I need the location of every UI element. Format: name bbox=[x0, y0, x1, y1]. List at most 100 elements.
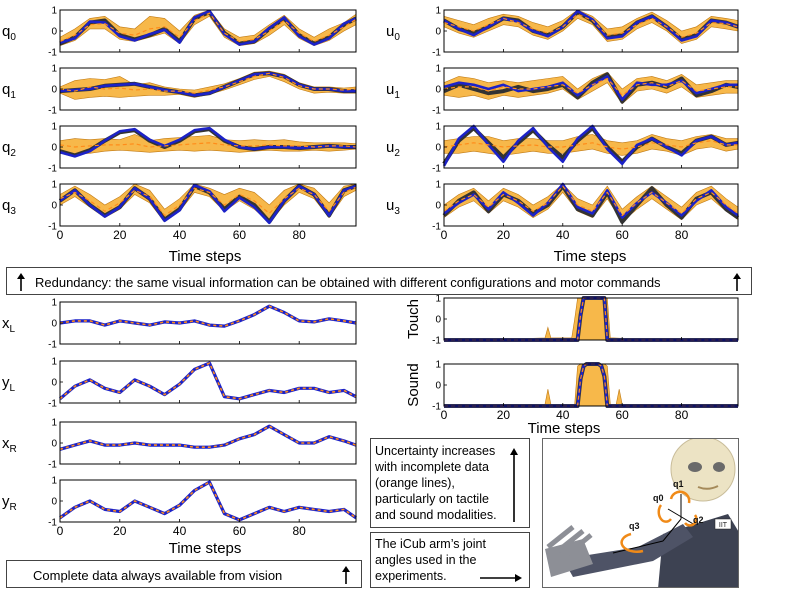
redundancy-banner: Redundancy: the same visual information … bbox=[6, 267, 752, 295]
ytick-label: 1 bbox=[435, 360, 441, 371]
ground-truth-line bbox=[58, 361, 357, 401]
joint-q2-arc bbox=[684, 514, 698, 527]
ylabel-u0: u0 bbox=[386, 23, 400, 43]
mean-line bbox=[443, 140, 738, 150]
chart-panel-u0: -1 0 1 u0 bbox=[386, 6, 739, 59]
joint-axis bbox=[612, 540, 664, 554]
joint-axis bbox=[667, 508, 696, 526]
uncertainty-band bbox=[443, 297, 739, 341]
icub-robot-image: IIT q0 q1 q2 q3 bbox=[542, 438, 739, 588]
robot-hand bbox=[545, 539, 593, 577]
ylabel-u2: u2 bbox=[386, 139, 400, 159]
ylabel-sound: Sound bbox=[405, 363, 422, 406]
chart-panel-Touch: -1 0 1 Touch bbox=[405, 294, 739, 347]
xtick-label: 80 bbox=[293, 228, 307, 242]
ylabel-xR: xR bbox=[2, 435, 17, 455]
xtick-label: 60 bbox=[233, 228, 247, 242]
xtick-label: 0 bbox=[441, 228, 448, 242]
xtick-label: 60 bbox=[616, 228, 630, 242]
ylabel-u1: u1 bbox=[386, 81, 400, 101]
robot-label-q2: q2 bbox=[693, 515, 704, 525]
reconstruction-line bbox=[443, 9, 739, 42]
mean-line bbox=[59, 362, 357, 400]
robot-label-q3: q3 bbox=[629, 521, 640, 531]
mean-line bbox=[59, 425, 357, 451]
joint-angles-note: The iCub arm’s joint angles used in the … bbox=[370, 532, 530, 588]
up-arrow-icon bbox=[733, 273, 741, 291]
uncertainty-note: Uncertainty increases with incomplete da… bbox=[370, 438, 530, 528]
chart-panel-u2: -1 0 1 u2 bbox=[386, 122, 739, 175]
xtick-label: 20 bbox=[113, 524, 127, 538]
xtick-label: 20 bbox=[497, 408, 511, 422]
ytick-label: 0 bbox=[51, 201, 57, 212]
robot-label-q0: q0 bbox=[653, 493, 664, 503]
ytick-label: 0 bbox=[51, 497, 57, 508]
ytick-label: 0 bbox=[435, 85, 441, 96]
xtick-label: 40 bbox=[173, 524, 187, 538]
xtick-label: 80 bbox=[675, 228, 689, 242]
ytick-label: 0 bbox=[51, 378, 57, 389]
ytick-label: 0 bbox=[435, 27, 441, 38]
ytick-label: -1 bbox=[432, 48, 441, 59]
redundancy-text: Redundancy: the same visual information … bbox=[35, 275, 661, 290]
chart-panel-q2: -1 0 1 q2 bbox=[2, 122, 357, 175]
robot-mouth bbox=[697, 485, 719, 490]
up-arrow-icon bbox=[510, 448, 518, 522]
ytick-label: -1 bbox=[48, 518, 57, 529]
mean-line bbox=[443, 77, 738, 96]
chart-panel-xL: -1 0 1 xL bbox=[2, 298, 357, 351]
mean-line bbox=[59, 481, 357, 521]
ylabel-xL: xL bbox=[2, 315, 16, 335]
xtick-label: 20 bbox=[497, 228, 511, 242]
xlabel-left-top: Time steps bbox=[169, 248, 242, 265]
ground-truth-line bbox=[59, 480, 357, 522]
ytick-label: 1 bbox=[435, 180, 441, 191]
mean-line bbox=[59, 12, 357, 43]
mean-line bbox=[59, 72, 357, 94]
complete-data-note: Complete data always available from visi… bbox=[6, 560, 362, 588]
chart-panel-q0: -1 0 1 q0 bbox=[2, 6, 357, 59]
ytick-label: 1 bbox=[435, 64, 441, 75]
ground-truth-line bbox=[59, 304, 357, 328]
right-arrow-icon bbox=[480, 574, 522, 582]
joint-angles-text: The iCub arm’s joint angles used in the … bbox=[375, 537, 486, 583]
xtick-label: 40 bbox=[556, 408, 570, 422]
xtick-label: 40 bbox=[173, 228, 187, 242]
reconstruction-line bbox=[59, 126, 356, 158]
ytick-label: 1 bbox=[51, 180, 57, 191]
logo-badge bbox=[714, 518, 732, 530]
xlabel-left-bottom: Time steps bbox=[169, 540, 242, 557]
ytick-label: -1 bbox=[48, 340, 57, 351]
mean-line bbox=[59, 186, 357, 217]
ytick-label: 0 bbox=[435, 201, 441, 212]
ytick-label: 0 bbox=[51, 85, 57, 96]
xtick-label: 60 bbox=[616, 408, 630, 422]
ytick-label: 1 bbox=[435, 294, 441, 305]
xlabel-right-bottom: Time steps bbox=[528, 420, 601, 437]
joint-axis bbox=[662, 518, 682, 542]
ytick-label: -1 bbox=[432, 402, 441, 413]
up-arrow-icon bbox=[17, 273, 25, 291]
axes-frame bbox=[59, 360, 357, 404]
xlabel-right-top: Time steps bbox=[554, 248, 627, 265]
ytick-label: -1 bbox=[48, 399, 57, 410]
ylabel-q2: q2 bbox=[2, 139, 16, 159]
ytick-label: 0 bbox=[51, 143, 57, 154]
joint-q3-arc bbox=[620, 532, 644, 553]
reconstruction-line bbox=[59, 72, 356, 97]
ytick-label: 1 bbox=[51, 64, 57, 75]
axes-frame bbox=[59, 479, 357, 523]
ytick-label: 0 bbox=[51, 319, 57, 330]
ytick-label: 1 bbox=[51, 298, 57, 309]
ytick-label: 1 bbox=[51, 122, 57, 133]
xtick-label: 60 bbox=[233, 524, 247, 538]
ytick-label: 1 bbox=[51, 357, 57, 368]
robot-fingers bbox=[546, 525, 593, 556]
ytick-label: 1 bbox=[51, 418, 57, 429]
mean-line bbox=[443, 13, 739, 38]
ytick-label: -1 bbox=[432, 164, 441, 175]
